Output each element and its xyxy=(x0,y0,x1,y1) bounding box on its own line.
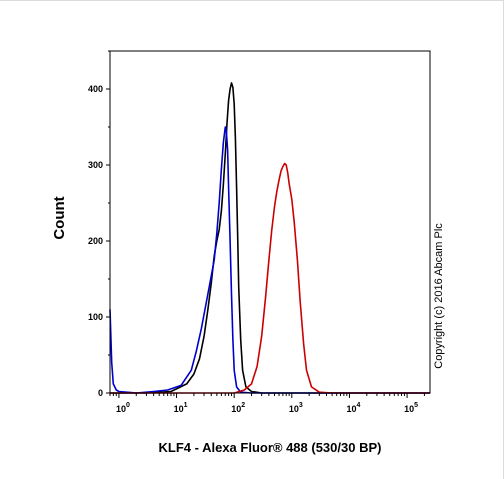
x-tick-label: 102 xyxy=(231,402,245,414)
histogram-line-1 xyxy=(110,82,430,394)
x-tick-label: 104 xyxy=(346,402,360,414)
y-axis-title: Count xyxy=(51,196,68,239)
x-tick-label: 100 xyxy=(116,402,130,414)
x-axis-title: KLF4 - Alexa Fluor® 488 (530/30 BP) xyxy=(159,440,382,455)
y-tick-label: 400 xyxy=(88,84,103,94)
x-tick-label: 101 xyxy=(174,402,188,414)
y-tick-label: 0 xyxy=(98,388,103,398)
histogram-line-3 xyxy=(110,162,430,394)
y-tick-label: 200 xyxy=(88,236,103,246)
histogram-line-2 xyxy=(109,126,430,394)
copyright-annotation: Copyright (c) 2016 Abcam Plc xyxy=(433,223,445,369)
x-tick-label: 105 xyxy=(404,402,418,414)
plot-frame xyxy=(109,50,431,394)
x-tick-label: 103 xyxy=(289,402,303,414)
y-tick-label: 300 xyxy=(88,160,103,170)
y-tick-label: 100 xyxy=(88,312,103,322)
